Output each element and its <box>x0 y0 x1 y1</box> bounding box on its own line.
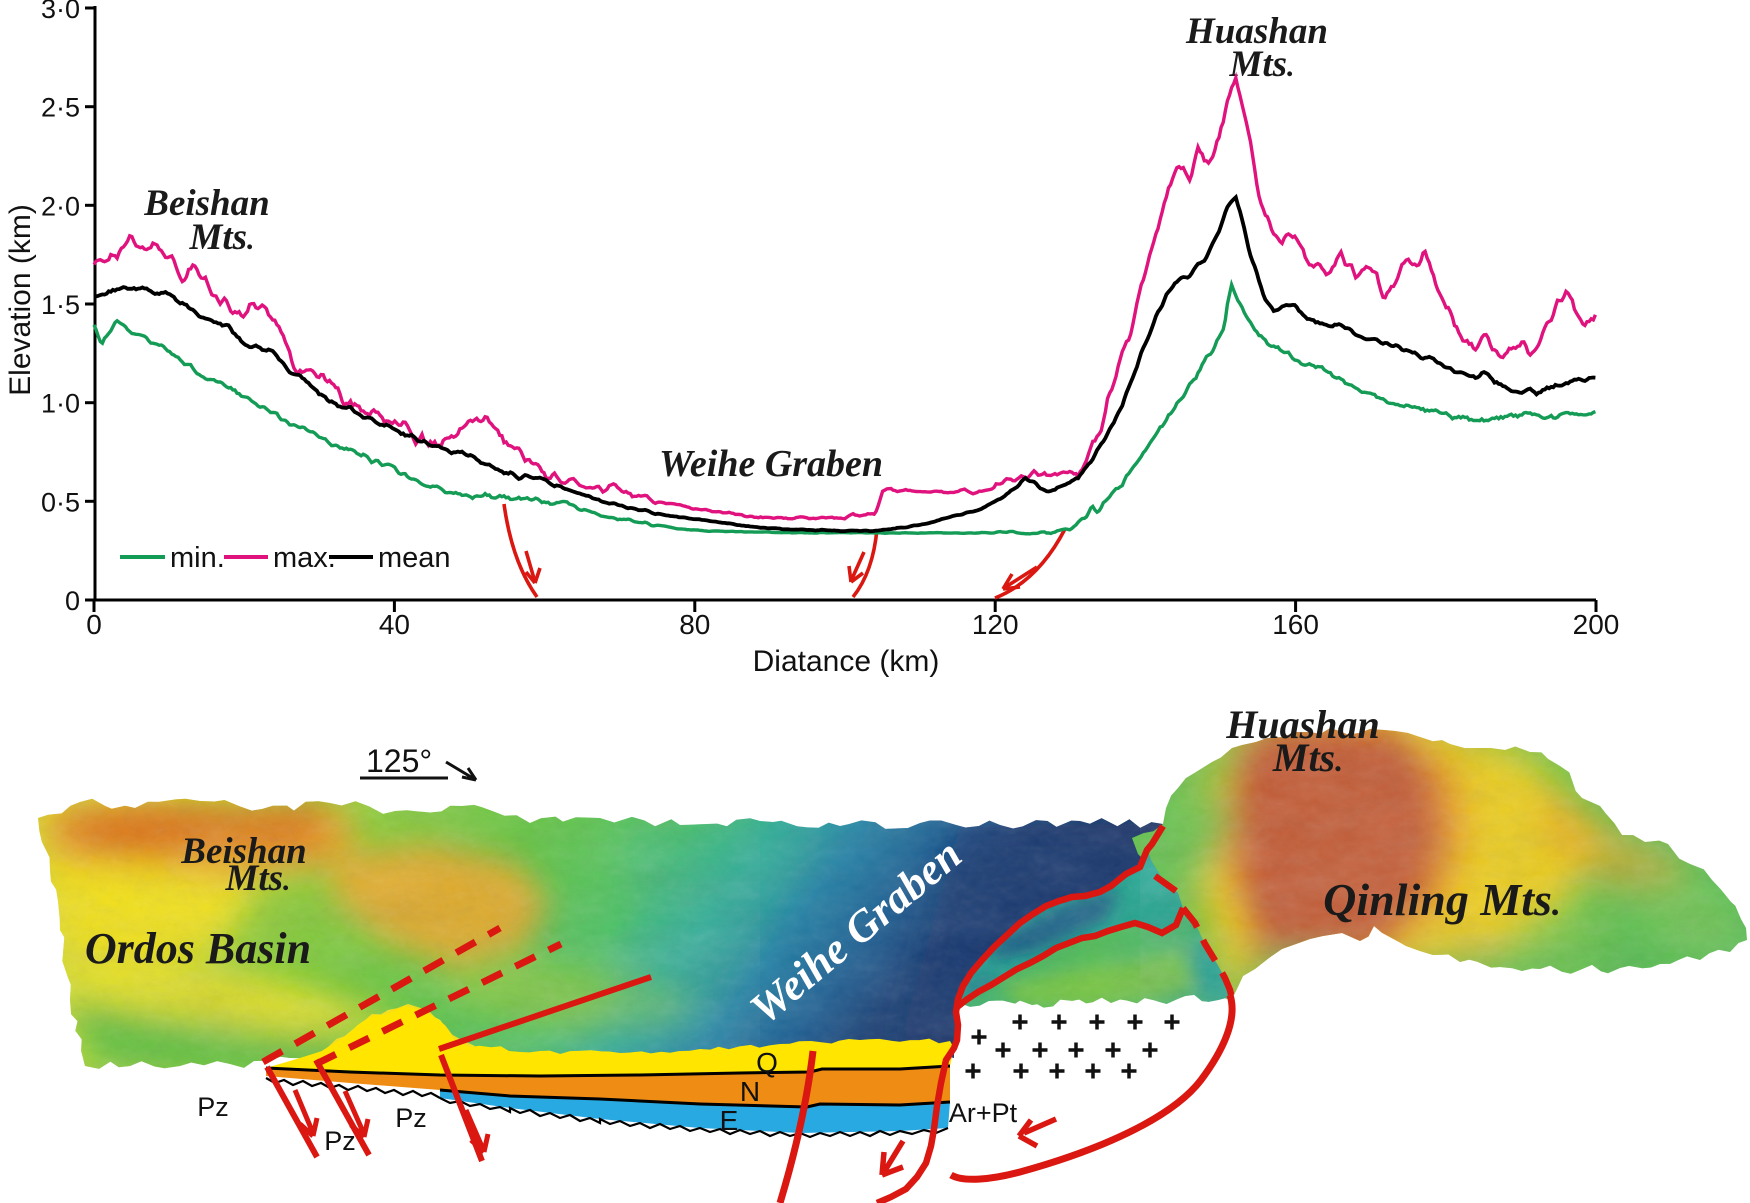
svg-text:E: E <box>720 1105 739 1136</box>
svg-text:Mts.: Mts. <box>188 217 254 258</box>
svg-text:80: 80 <box>679 609 710 640</box>
svg-text:Beishan: Beishan <box>180 831 306 872</box>
svg-text:0: 0 <box>65 586 80 616</box>
svg-text:Mts.: Mts. <box>1228 44 1294 85</box>
svg-text:Weihe Graben: Weihe Graben <box>659 443 883 485</box>
svg-text:1·5: 1·5 <box>41 290 80 320</box>
svg-text:Mts.: Mts. <box>1272 735 1343 780</box>
svg-text:Qinling Mts.: Qinling Mts. <box>1323 874 1561 925</box>
svg-text:Ar+Pt: Ar+Pt <box>949 1098 1018 1128</box>
svg-text:Diatance (km): Diatance (km) <box>753 645 940 678</box>
svg-text:mean: mean <box>378 542 451 574</box>
svg-text:min.: min. <box>170 542 225 574</box>
svg-text:120: 120 <box>972 609 1019 640</box>
svg-text:125°: 125° <box>366 743 432 779</box>
svg-text:200: 200 <box>1573 609 1620 640</box>
svg-text:Pz: Pz <box>324 1126 356 1156</box>
svg-text:160: 160 <box>1272 609 1319 640</box>
svg-text:3·0: 3·0 <box>41 0 80 24</box>
svg-text:Beishan: Beishan <box>143 183 269 224</box>
svg-text:N: N <box>740 1076 760 1107</box>
svg-text:2·0: 2·0 <box>41 191 80 221</box>
svg-text:max.: max. <box>273 542 336 574</box>
svg-text:40: 40 <box>379 609 410 640</box>
svg-text:0·5: 0·5 <box>41 487 80 517</box>
svg-text:Pz: Pz <box>395 1103 427 1133</box>
svg-text:Ordos Basin: Ordos Basin <box>85 924 311 973</box>
svg-text:Q: Q <box>756 1047 778 1078</box>
svg-text:Mts.: Mts. <box>224 858 290 899</box>
svg-text:2·5: 2·5 <box>41 93 80 123</box>
svg-text:1·0: 1·0 <box>41 389 80 419</box>
svg-text:Huashan: Huashan <box>1225 702 1379 747</box>
svg-text:Pz: Pz <box>197 1092 229 1122</box>
svg-text:Huashan: Huashan <box>1185 11 1328 52</box>
svg-text:Elevation (km): Elevation (km) <box>4 204 37 396</box>
svg-text:0: 0 <box>86 609 102 640</box>
